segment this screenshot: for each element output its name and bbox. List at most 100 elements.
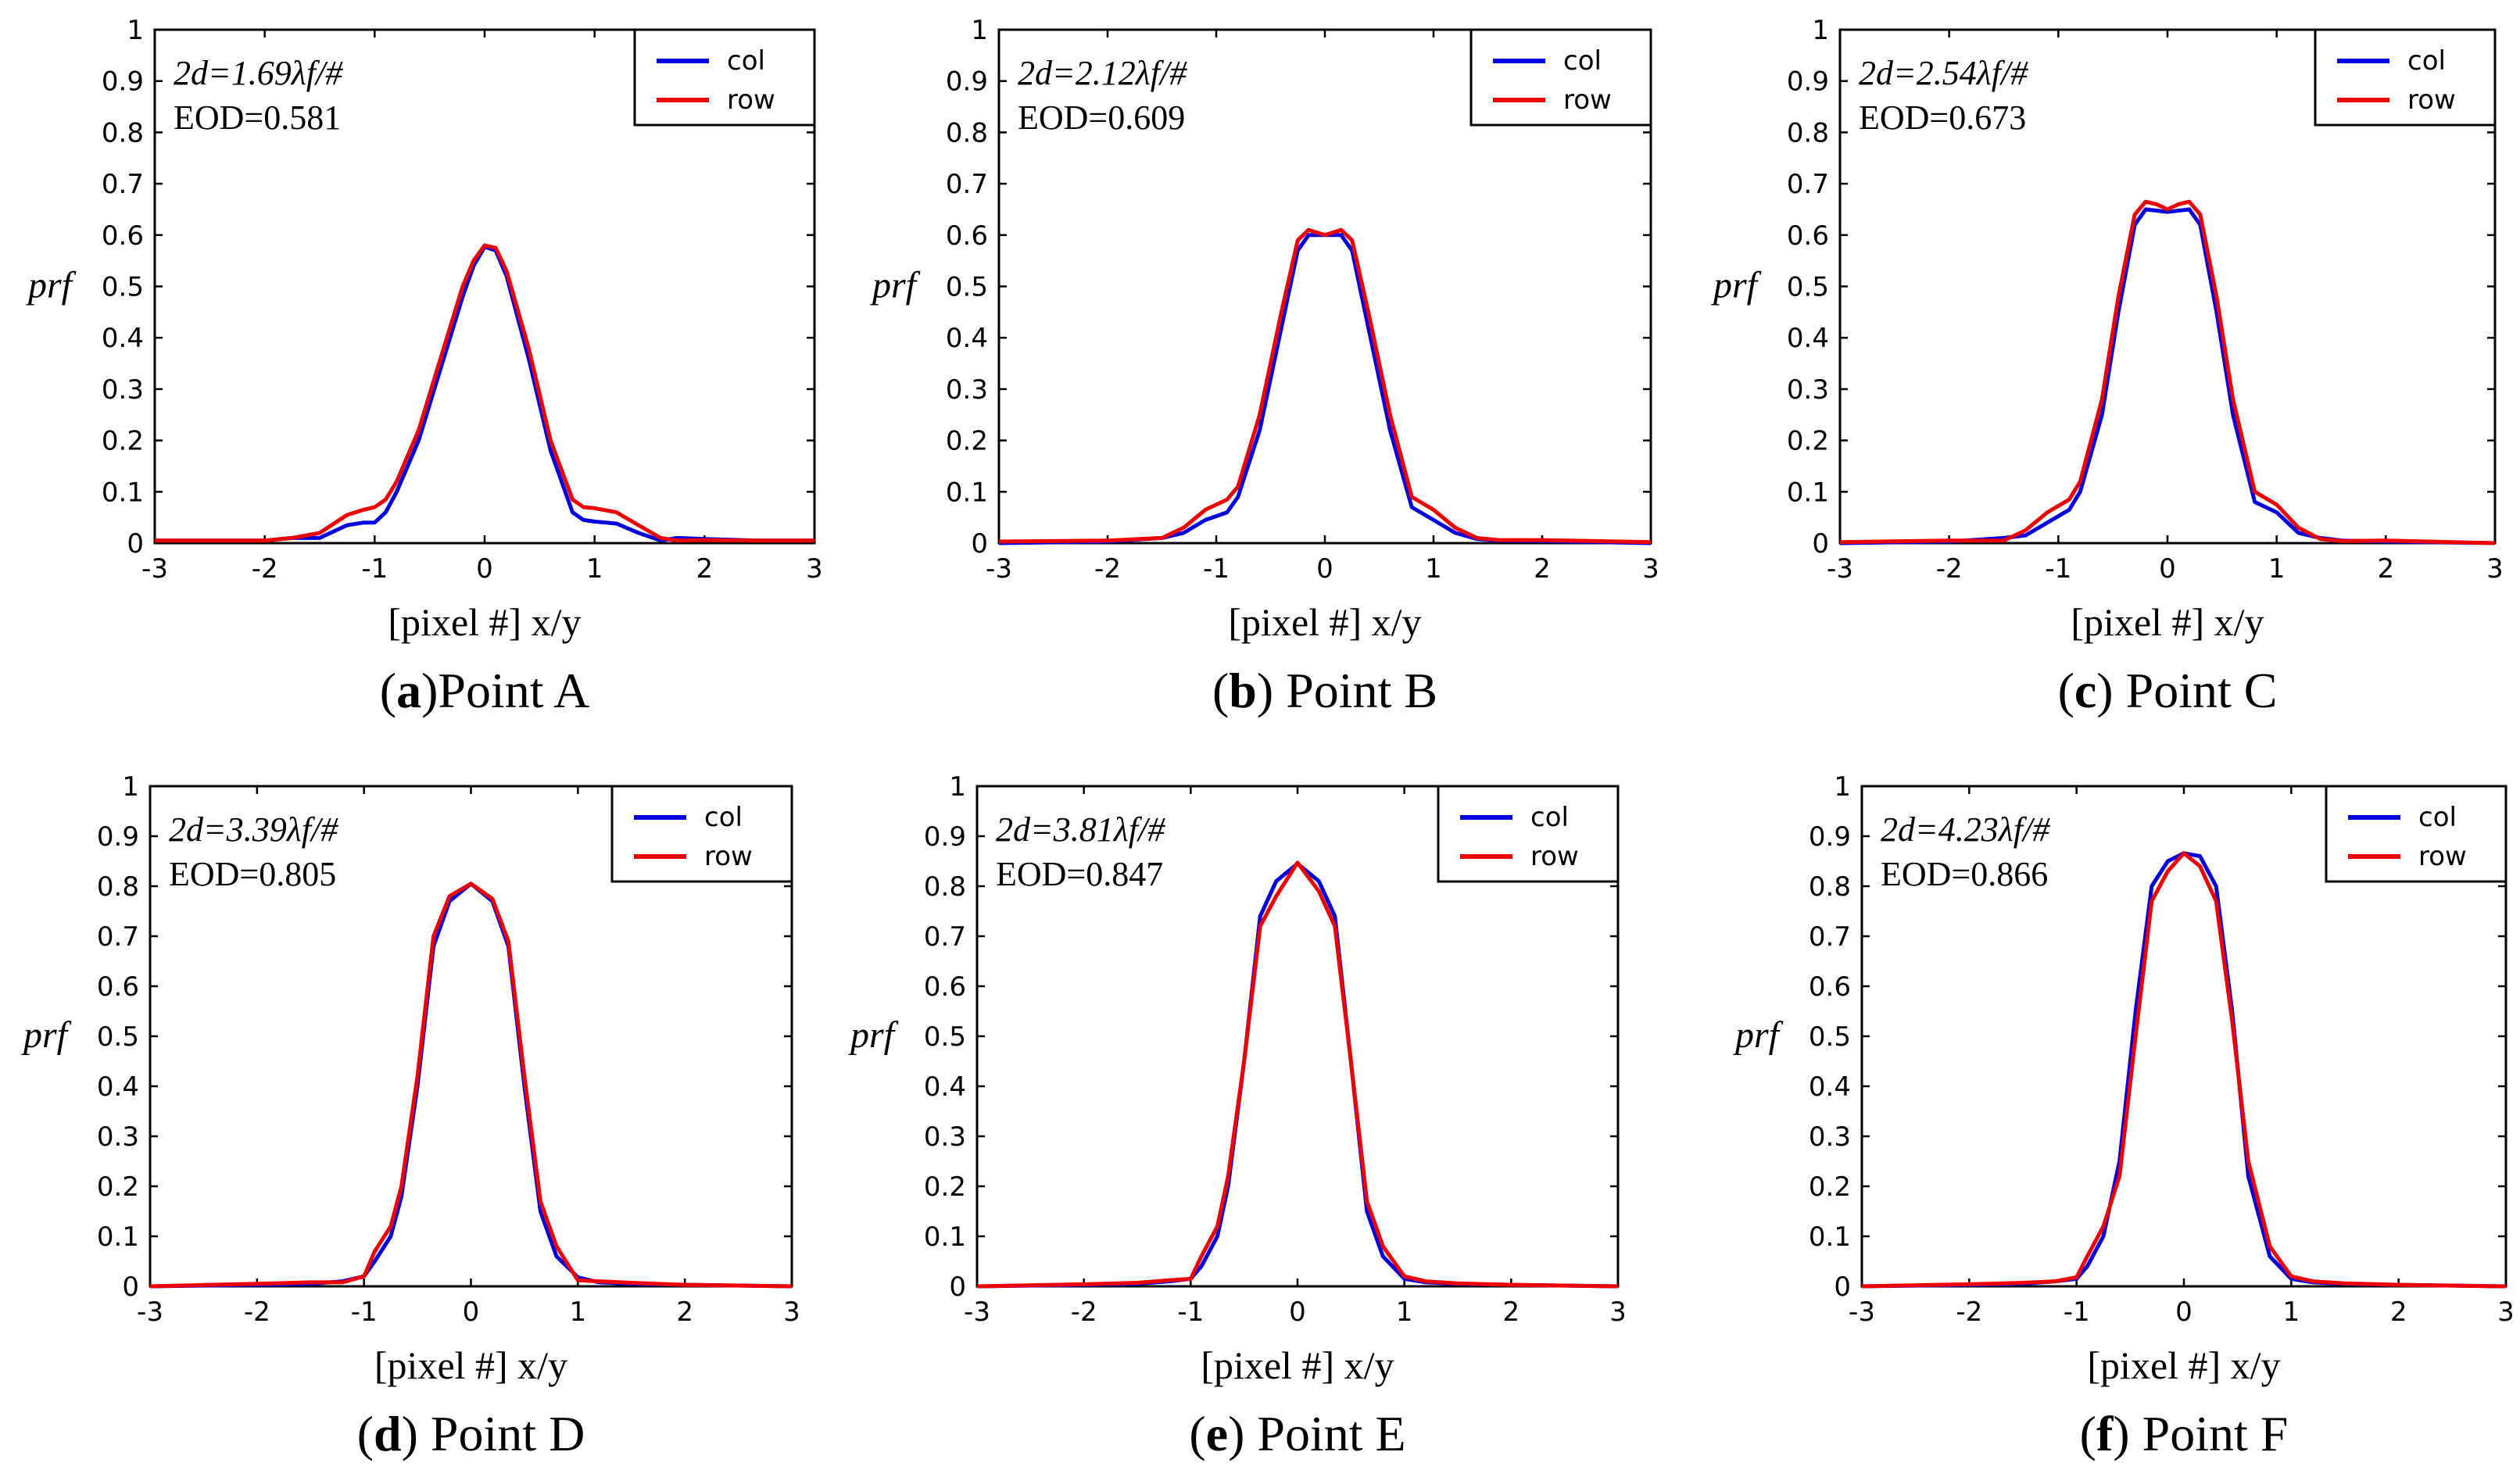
chart-panel-c: 0 0.1 0.2 0.3 0.4 0.5 0.6 0.7 0.8 0.9 1 -3 -2 -1 0 1 2 3 2… (1711, 15, 2504, 718)
legend-box (610, 785, 793, 883)
series-line-row (998, 227, 1652, 545)
x-tick-label: -1 (351, 1296, 378, 1328)
caption-paren-close: ) (402, 1406, 418, 1461)
caption-letter: d (374, 1406, 402, 1461)
x-tick-label: -1 (2064, 1296, 2090, 1328)
x-tick-label: 1 (570, 1296, 587, 1328)
x-tick-label: -3 (1827, 553, 1853, 585)
y-tick-label: 0.2 (1809, 1171, 1851, 1203)
x-tick-label: -3 (964, 1296, 990, 1328)
series-line-col (149, 882, 793, 1289)
x-tick-label: 1 (1396, 1296, 1413, 1328)
legend-label-col: col (1530, 802, 1569, 833)
caption-letter: e (1206, 1406, 1228, 1461)
y-tick-label: 0.6 (1787, 220, 1829, 252)
series-line-row (1861, 851, 2507, 1289)
y-tick-label: 0 (949, 1271, 966, 1303)
x-tick-label: -1 (1203, 553, 1230, 585)
legend-label-row: row (2418, 841, 2467, 872)
x-tick-label: -3 (137, 1296, 163, 1328)
series-line-col (998, 233, 1652, 545)
x-tick-label: 2 (2378, 553, 2395, 585)
y-tick-label: 0.6 (946, 220, 988, 252)
chart-panel-e: 0 0.1 0.2 0.3 0.4 0.5 0.6 0.7 0.8 0.9 1 -3 -2 -1 0 1 2 3 2… (848, 771, 1627, 1461)
annotation-2d: 2d=3.39λf/# (169, 810, 338, 849)
y-tick-label: 0.3 (102, 374, 144, 406)
caption-text: Point F (2130, 1406, 2289, 1461)
annotation-2d: 2d=4.23λf/# (1881, 810, 2050, 849)
y-tick-label: 0.5 (1809, 1021, 1851, 1053)
y-tick-label: 0.4 (102, 323, 144, 354)
caption-paren-close: ) (2096, 663, 2113, 718)
caption-paren-open: ( (380, 663, 396, 718)
y-axis-label: prf (26, 265, 77, 306)
y-tick-label: 0.6 (924, 971, 966, 1003)
caption-letter: c (2074, 663, 2096, 718)
y-tick-label: 0.2 (946, 426, 988, 457)
x-tick-label: 1 (586, 553, 603, 585)
y-tick-label: 0 (1812, 528, 1829, 560)
x-axis-label: [pixel #] x/y (374, 1343, 567, 1387)
y-tick-label: 0.5 (97, 1021, 139, 1053)
x-tick-label: 0 (1289, 1296, 1306, 1328)
panel-caption: (a)Point A (380, 663, 589, 718)
legend-label-row: row (2407, 84, 2456, 116)
y-tick-label: 1 (949, 771, 966, 803)
y-tick-label: 0.2 (97, 1171, 139, 1203)
y-tick-label: 0.5 (1787, 272, 1829, 303)
series-line-row (149, 882, 793, 1289)
caption-paren-close: ) (1228, 1406, 1244, 1461)
y-tick-label: 0.1 (924, 1221, 966, 1253)
legend-box (1437, 785, 1620, 883)
y-tick-label: 0.8 (102, 117, 144, 148)
y-tick-label: 0.1 (946, 477, 988, 508)
y-tick-label: 0 (971, 528, 988, 560)
caption-paren-open: ( (357, 1406, 374, 1461)
y-tick-label: 0.7 (1787, 169, 1829, 200)
x-tick-label: 1 (2268, 553, 2286, 585)
legend-label-col: col (1563, 45, 1602, 77)
legend-label-col: col (704, 802, 743, 833)
x-axis-label: [pixel #] x/y (2087, 1343, 2280, 1387)
y-tick-label: 0.3 (924, 1121, 966, 1153)
y-tick-label: 0.8 (924, 871, 966, 903)
y-tick-label: 1 (1812, 15, 1829, 46)
y-tick-label: 0.3 (1787, 374, 1829, 406)
series-line-col (1839, 207, 2496, 545)
x-tick-label: -2 (252, 553, 278, 585)
x-tick-label: 0 (463, 1296, 480, 1328)
caption-letter: f (2096, 1406, 2114, 1461)
y-tick-label: 0.7 (1809, 921, 1851, 953)
x-tick-label: 2 (1534, 553, 1551, 585)
x-tick-label: 0 (2159, 553, 2176, 585)
x-tick-label: -1 (361, 553, 388, 585)
y-axis-label: prf (21, 1014, 72, 1056)
legend-label-row: row (1563, 84, 1612, 116)
series-line-col (155, 245, 814, 543)
x-axis-label: [pixel #] x/y (1201, 1343, 1394, 1387)
caption-paren-open: ( (2080, 1406, 2096, 1461)
x-axis-label: [pixel #] x/y (1228, 600, 1421, 644)
y-tick-label: 0.1 (102, 477, 144, 508)
y-axis-label: prf (848, 1014, 899, 1056)
y-tick-label: 0.3 (1809, 1121, 1851, 1153)
y-tick-label: 0.9 (946, 66, 988, 98)
y-tick-label: 0.4 (1787, 323, 1829, 354)
x-tick-label: 2 (676, 1296, 693, 1328)
x-tick-label: 2 (1503, 1296, 1520, 1328)
caption-text: Point E (1244, 1406, 1405, 1461)
legend-box (2314, 28, 2497, 127)
x-tick-label: 2 (696, 553, 714, 585)
caption-text: Point A (438, 663, 589, 718)
panel-caption: (c) Point C (2058, 663, 2278, 718)
y-tick-label: 0.4 (97, 1071, 139, 1103)
x-axis-label: [pixel #] x/y (2071, 600, 2264, 644)
y-axis-label: prf (1711, 265, 1762, 306)
chart-panel-b: 0 0.1 0.2 0.3 0.4 0.5 0.6 0.7 0.8 0.9 1 -3 -2 -1 0 1 2 3 2… (870, 15, 1659, 718)
x-tick-label: -3 (986, 553, 1012, 585)
x-tick-label: 3 (1609, 1296, 1627, 1328)
y-tick-label: 1 (971, 15, 988, 46)
caption-text: Point B (1273, 663, 1437, 718)
legend-label-col: col (2407, 45, 2446, 77)
y-tick-label: 0.5 (924, 1021, 966, 1053)
